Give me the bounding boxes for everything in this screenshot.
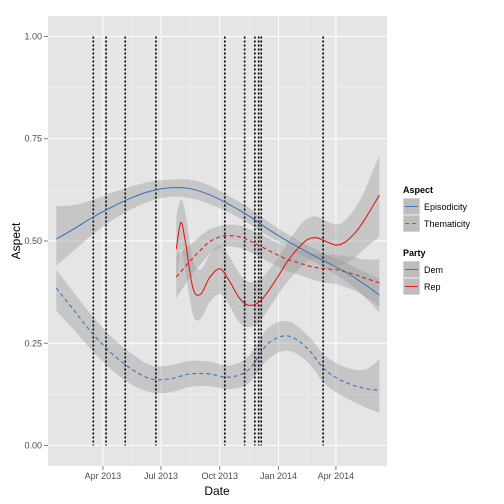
- x-tick-label: Jan 2014: [260, 471, 297, 481]
- legend-label-dem: Dem: [424, 265, 443, 275]
- legend-title-party: Party: [403, 248, 426, 258]
- y-tick-label: 0.00: [24, 441, 42, 451]
- x-axis: Apr 2013 Jul 2013 Oct 2013 Jan 2014 Apr 2014: [85, 466, 355, 481]
- x-tick-label: Oct 2013: [201, 471, 238, 481]
- y-tick-label: 1.00: [24, 31, 42, 41]
- legend-label-thematicity: Thematicity: [424, 219, 471, 229]
- ribbon-dem-thematicity: [56, 269, 380, 413]
- ribbon-dem-episodicity: [56, 179, 380, 313]
- ribbon-rep-thematicity: [176, 224, 380, 307]
- line-rep-thematicity: [175, 235, 380, 284]
- x-tick-label: Apr 2013: [85, 471, 122, 481]
- y-axis: 0.00 0.25 0.50 0.75 1.00: [24, 31, 48, 451]
- y-tick-label: 0.75: [24, 134, 42, 144]
- grid-major: [48, 16, 387, 466]
- line-dem-episodicity: [56, 187, 380, 296]
- event-lines: [92, 36, 324, 446]
- x-tick-label: Apr 2014: [318, 471, 355, 481]
- y-tick-label: 0.25: [24, 338, 42, 348]
- x-axis-title: Date: [204, 484, 230, 498]
- series-lines: [55, 187, 380, 391]
- y-tick-label: 0.50: [24, 236, 42, 246]
- confidence-ribbons: [56, 155, 380, 413]
- x-tick-label: Jul 2013: [144, 471, 178, 481]
- line-rep-episodicity: [175, 194, 380, 306]
- legend-label-rep: Rep: [424, 282, 441, 292]
- legend: Aspect Episodicity Thematicity Party Dem…: [402, 185, 471, 296]
- ribbon-rep-episodicity: [176, 155, 380, 327]
- y-axis-title: Aspect: [9, 222, 23, 259]
- legend-title-aspect: Aspect: [403, 185, 433, 195]
- legend-label-episodicity: Episodicity: [424, 202, 468, 212]
- legend-key-bg-thematicity: [402, 214, 421, 233]
